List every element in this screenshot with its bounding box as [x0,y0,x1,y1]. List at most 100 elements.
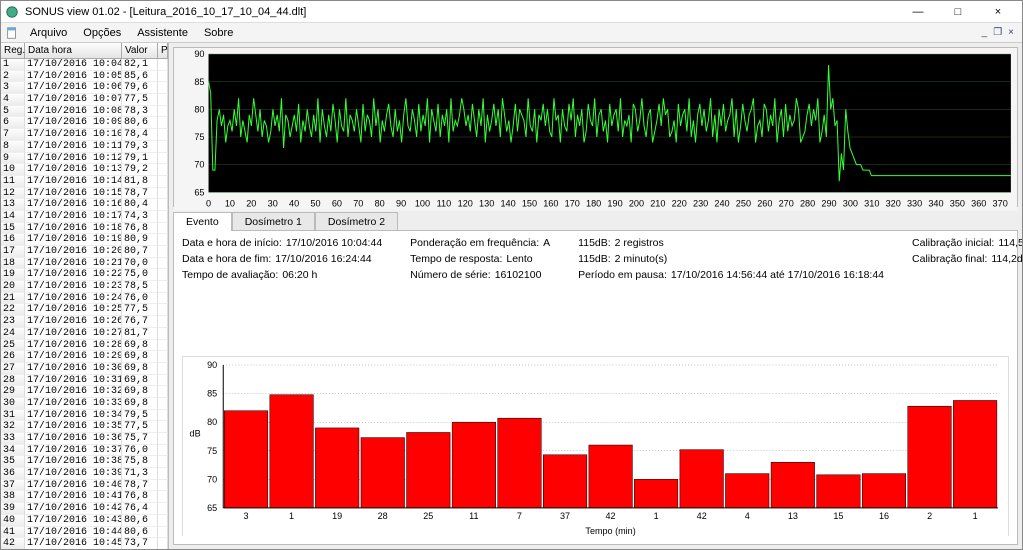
table-row[interactable]: 3317/10/2016 10:36:4475,7 [1,433,168,445]
info-115db-row: 115dB: 2 minuto(s) [578,253,884,265]
table-row[interactable]: 3117/10/2016 10:34:4479,5 [1,410,168,422]
menu-sobre[interactable]: Sobre [197,25,240,41]
table-row[interactable]: 217/10/2016 10:05:4485,6 [1,71,168,83]
svg-text:70: 70 [207,474,217,484]
tab-dosímetro-1[interactable]: Dosímetro 1 [232,212,315,231]
svg-text:85: 85 [194,77,204,87]
table-row[interactable]: 417/10/2016 10:07:4477,5 [1,94,168,106]
table-row[interactable]: 917/10/2016 10:12:4479,1 [1,153,168,165]
table-row[interactable]: 2917/10/2016 10:32:4469,8 [1,386,168,398]
mdi-minimize-button[interactable]: _ [982,27,988,38]
mdi-restore-button[interactable]: ❐ [993,27,1002,38]
window-close-button[interactable]: × [978,2,1018,22]
table-row[interactable]: 2517/10/2016 10:28:4469,8 [1,340,168,352]
svg-text:1: 1 [289,511,294,521]
table-row[interactable]: 3517/10/2016 10:38:4475,8 [1,456,168,468]
svg-text:75: 75 [194,132,204,142]
table-row[interactable]: 1417/10/2016 10:17:4474,3 [1,211,168,223]
table-row[interactable]: 2617/10/2016 10:29:4469,8 [1,351,168,363]
svg-text:280: 280 [800,198,815,208]
table-row[interactable]: 1617/10/2016 10:19:4480,9 [1,234,168,246]
menu-arquivo[interactable]: Arquivo [23,25,74,41]
info-start-row: Data e hora de início: 17/10/2016 10:04:… [182,237,382,249]
table-row[interactable]: 4017/10/2016 10:43:4480,6 [1,515,168,527]
info-calib-row: Calibração final: 114,2dB 17/10/2016 16:… [912,253,1022,265]
col-valor[interactable]: Valor [122,43,158,58]
table-row[interactable]: 3617/10/2016 10:39:4471,3 [1,468,168,480]
histogram-chart: 657075808590dB31192825117374214241315162… [182,356,1009,536]
table-row[interactable]: 3817/10/2016 10:41:4476,8 [1,491,168,503]
window-minimize-button[interactable]: — [898,2,938,22]
table-row[interactable]: 1917/10/2016 10:22:4475,0 [1,269,168,281]
svg-text:4: 4 [745,511,750,521]
svg-text:350: 350 [950,198,965,208]
table-row[interactable]: 1317/10/2016 10:16:4480,4 [1,199,168,211]
titlebar: SONUS view 01.02 - [Leitura_2016_10_17_1… [1,1,1022,23]
menu-assistente[interactable]: Assistente [130,25,195,41]
table-row[interactable]: 1717/10/2016 10:20:4480,7 [1,246,168,258]
info-calib-row: Calibração inicial: 114,5dB 17/10/2016 1… [912,237,1022,249]
tab-dosímetro-2[interactable]: Dosímetro 2 [315,212,398,231]
svg-text:30: 30 [268,198,278,208]
table-row[interactable]: 2217/10/2016 10:25:4477,5 [1,304,168,316]
table-body[interactable]: 117/10/2016 10:04:4482,1217/10/2016 10:0… [1,59,168,549]
table-row[interactable]: 317/10/2016 10:06:4479,6 [1,82,168,94]
table-row[interactable]: 4117/10/2016 10:44:4480,6 [1,527,168,539]
menu-opções[interactable]: Opções [76,25,128,41]
svg-text:80: 80 [207,417,217,427]
table-row[interactable]: 517/10/2016 10:08:4478,3 [1,106,168,118]
svg-text:Tempo (min): Tempo (min) [585,526,635,536]
table-row[interactable]: 4217/10/2016 10:45:4473,7 [1,538,168,549]
table-row[interactable]: 617/10/2016 10:09:4480,6 [1,117,168,129]
info-115db-row: 115dB: 2 registros [578,237,884,249]
table-row[interactable]: 1017/10/2016 10:13:4479,2 [1,164,168,176]
svg-text:1: 1 [654,511,659,521]
svg-text:120: 120 [458,198,473,208]
svg-text:110: 110 [437,198,452,208]
svg-text:42: 42 [697,511,707,521]
table-row[interactable]: 2317/10/2016 10:26:4476,7 [1,316,168,328]
info-weight-row: Ponderação em frequência: A [410,237,550,249]
table-row[interactable]: 1217/10/2016 10:15:4478,7 [1,188,168,200]
info-start-row: Tempo de avaliação: 06:20 h [182,269,382,281]
svg-text:260: 260 [757,198,772,208]
right-pane: 6570758085900102030405060708090100110120… [169,43,1022,549]
table-row[interactable]: 2717/10/2016 10:30:4469,8 [1,363,168,375]
table-row[interactable]: 3917/10/2016 10:42:4476,4 [1,503,168,515]
tabs: EventoDosímetro 1Dosímetro 2 [173,211,1018,230]
svg-text:190: 190 [607,198,622,208]
table-row[interactable]: 1117/10/2016 10:14:4481,8 [1,176,168,188]
time-series-chart: 6570758085900102030405060708090100110120… [173,47,1018,207]
svg-text:25: 25 [423,511,433,521]
mdi-close-button[interactable]: × [1008,27,1014,38]
table-row[interactable]: 1517/10/2016 10:18:4476,8 [1,223,168,235]
window-maximize-button[interactable]: □ [938,2,978,22]
table-row[interactable]: 3217/10/2016 10:35:4477,5 [1,421,168,433]
table-row[interactable]: 2817/10/2016 10:31:4469,8 [1,375,168,387]
svg-text:80: 80 [194,104,204,114]
table-row[interactable]: 2017/10/2016 10:23:4478,5 [1,281,168,293]
table-row[interactable]: 117/10/2016 10:04:4482,1 [1,59,168,71]
svg-text:180: 180 [586,198,601,208]
table-row[interactable]: 717/10/2016 10:10:4478,4 [1,129,168,141]
tab-evento[interactable]: Evento [173,212,232,231]
table-row[interactable]: 2417/10/2016 10:27:4481,7 [1,328,168,340]
table-row[interactable]: 3417/10/2016 10:37:4476,0 [1,445,168,457]
svg-text:90: 90 [396,198,406,208]
table-row[interactable]: 3017/10/2016 10:33:4469,8 [1,398,168,410]
svg-text:65: 65 [194,187,204,197]
table-row[interactable]: 3717/10/2016 10:40:4478,7 [1,480,168,492]
info-weight-row: Número de série: 16102100 [410,269,550,281]
table-row[interactable]: 1817/10/2016 10:21:4470,0 [1,258,168,270]
svg-text:230: 230 [693,198,708,208]
data-table: Reg. Data hora Valor P 117/10/2016 10:04… [1,43,169,549]
col-p[interactable]: P [158,43,168,58]
table-row[interactable]: 817/10/2016 10:11:4479,3 [1,141,168,153]
col-datahora[interactable]: Data hora [25,43,122,58]
mdi-doc-icon [5,26,19,40]
menubar: ArquivoOpçõesAssistenteSobre _ ❐ × [1,23,1022,43]
table-row[interactable]: 2117/10/2016 10:24:4476,0 [1,293,168,305]
info-115db-row: Período em pausa: 17/10/2016 14:56:44 at… [578,269,884,281]
col-reg[interactable]: Reg. [1,43,25,58]
svg-text:60: 60 [332,198,342,208]
